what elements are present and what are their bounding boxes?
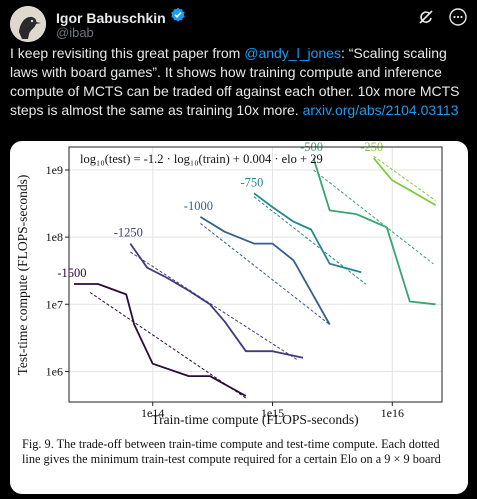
plot-frame bbox=[68, 146, 443, 403]
frontier-line--1500 bbox=[89, 292, 247, 399]
chart-annotation: log₁₀(test) = -1.2 · log₁₀(train) + 0.00… bbox=[80, 152, 323, 166]
frontier-line--500 bbox=[313, 169, 434, 265]
series-line--1000 bbox=[199, 216, 331, 325]
series-label: -500 bbox=[300, 141, 323, 154]
tweet-text-part2: : “Scaling scaling laws with board games… bbox=[10, 45, 460, 118]
y-axis-label: Test-time compute (FLOPS-seconds) bbox=[15, 175, 30, 376]
tweet-media[interactable]: 1e14 1e15 1e16 1e6 1e7 1e8 1e9 -1500 -1250 -1000 -… bbox=[10, 141, 468, 494]
series-line--250 bbox=[373, 157, 437, 206]
x-axis-label: Train-time compute (FLOPS-seconds) bbox=[151, 412, 358, 427]
verified-badge-icon bbox=[170, 7, 186, 28]
tweet-text: I keep revisiting this great paper from … bbox=[10, 44, 470, 120]
series-label: -750 bbox=[240, 175, 263, 189]
y-tick-label: 1e6 bbox=[46, 364, 63, 378]
tweet-header: Igor Babuschkin @ibab bbox=[10, 6, 467, 42]
series-label: -1000 bbox=[184, 199, 213, 213]
series-line--1250 bbox=[129, 243, 304, 359]
frontier-line--750 bbox=[253, 196, 367, 285]
y-tick-label: 1e8 bbox=[46, 230, 63, 244]
more-options-icon[interactable] bbox=[449, 8, 467, 31]
series-line--500 bbox=[312, 157, 436, 306]
figure-caption: Fig. 9. The trade-off between train-time… bbox=[22, 437, 441, 466]
frontier-line--1250 bbox=[130, 251, 298, 360]
y-tick-label: 1e7 bbox=[46, 297, 63, 311]
x-tick-label: 1e16 bbox=[381, 406, 404, 420]
frontier-line--250 bbox=[373, 155, 436, 202]
x-tick-label: 1e15 bbox=[261, 406, 284, 420]
x-tick-label: 1e14 bbox=[141, 406, 164, 420]
chart: 1e14 1e15 1e16 1e6 1e7 1e8 1e9 -1500 -1250 -1000 -… bbox=[15, 141, 443, 427]
y-tick-label: 1e9 bbox=[46, 163, 63, 177]
series-line--1500 bbox=[74, 283, 247, 397]
frontier-line--1000 bbox=[200, 223, 330, 325]
series-label: -1250 bbox=[114, 226, 143, 240]
tweet-text-part1: I keep revisiting this great paper from bbox=[10, 45, 245, 61]
series-label: -250 bbox=[360, 141, 383, 154]
series-label: -1500 bbox=[57, 266, 86, 280]
avatar[interactable] bbox=[10, 6, 46, 42]
series-line--750 bbox=[253, 192, 362, 274]
grok-icon[interactable] bbox=[417, 8, 435, 31]
mention-link[interactable]: @andy_l_jones bbox=[244, 45, 341, 61]
author-name[interactable]: Igor Babuschkin bbox=[56, 9, 166, 26]
arxiv-link[interactable]: arxiv.org/abs/2104.03113 bbox=[302, 102, 459, 118]
author-handle[interactable]: @ibab bbox=[56, 25, 94, 40]
